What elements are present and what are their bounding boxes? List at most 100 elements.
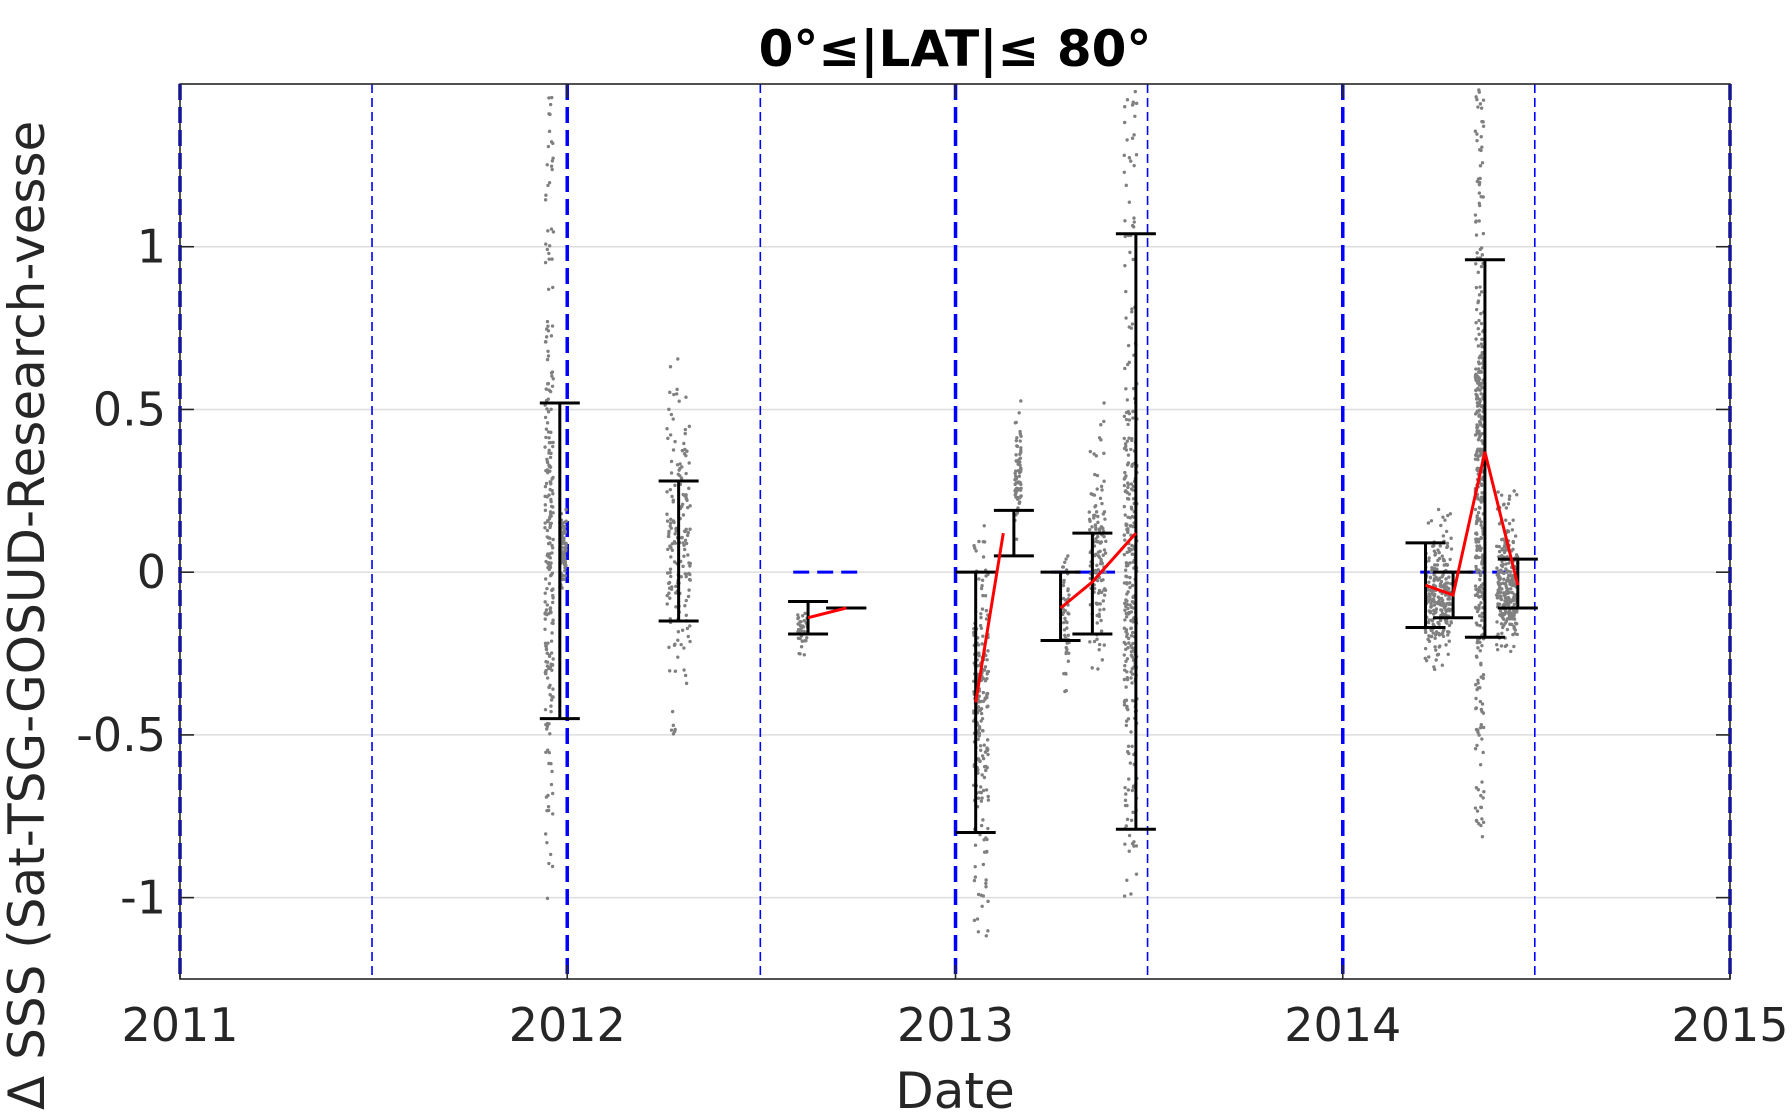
data-point xyxy=(1510,617,1515,621)
data-point xyxy=(1475,809,1480,813)
data-point xyxy=(1475,449,1479,453)
data-point xyxy=(687,486,691,491)
data-point xyxy=(1440,554,1444,558)
data-point xyxy=(1123,618,1127,622)
data-point xyxy=(1497,549,1502,554)
data-point xyxy=(551,141,555,146)
data-point xyxy=(548,556,553,560)
data-point xyxy=(1122,153,1126,158)
data-point xyxy=(1126,606,1130,611)
data-point xyxy=(1129,482,1134,486)
data-point xyxy=(1498,590,1503,595)
data-point xyxy=(1476,681,1480,685)
data-point xyxy=(1507,602,1511,607)
data-point xyxy=(978,748,983,752)
data-point xyxy=(1445,563,1450,567)
data-point xyxy=(801,625,806,629)
x-axis-label: Date xyxy=(895,1062,1015,1112)
data-point xyxy=(1498,577,1502,582)
data-point xyxy=(980,578,985,583)
data-point xyxy=(1475,609,1480,614)
data-point xyxy=(1475,97,1479,102)
data-point xyxy=(1124,824,1128,828)
data-point xyxy=(550,477,554,481)
data-point xyxy=(1449,621,1453,625)
data-point xyxy=(984,885,988,889)
data-point xyxy=(1131,630,1135,635)
data-point xyxy=(1480,562,1484,566)
data-point xyxy=(1097,642,1102,647)
data-point xyxy=(544,647,549,651)
data-point xyxy=(1479,500,1484,504)
data-point xyxy=(543,617,547,621)
data-point xyxy=(1094,454,1099,458)
data-point xyxy=(1432,573,1436,577)
data-point xyxy=(1499,582,1503,586)
data-point xyxy=(1476,299,1481,303)
data-point xyxy=(1099,618,1103,623)
data-point xyxy=(1092,516,1096,520)
data-point xyxy=(1473,605,1478,610)
median-line xyxy=(1059,532,1138,610)
data-point xyxy=(550,324,555,328)
data-point xyxy=(1122,414,1127,419)
data-point xyxy=(1127,492,1132,496)
data-point xyxy=(545,163,549,167)
y-tick-label: 0 xyxy=(137,545,166,599)
data-point xyxy=(547,244,552,248)
data-point xyxy=(549,514,553,518)
data-point xyxy=(975,917,980,921)
data-point xyxy=(1442,563,1446,567)
data-point xyxy=(1427,597,1431,602)
data-point xyxy=(1097,612,1101,616)
data-point xyxy=(682,554,686,558)
data-point xyxy=(550,791,555,796)
data-point xyxy=(1017,470,1022,475)
data-point xyxy=(545,247,550,252)
data-point xyxy=(1126,788,1131,792)
data-point xyxy=(545,528,550,533)
data-point xyxy=(1479,321,1484,326)
data-point xyxy=(666,547,670,552)
data-point xyxy=(1122,436,1126,441)
data-point xyxy=(545,840,549,845)
data-point xyxy=(1127,777,1131,781)
data-point xyxy=(1476,367,1481,371)
data-point xyxy=(1480,835,1485,839)
data-point xyxy=(1473,507,1478,512)
data-point xyxy=(543,415,548,420)
data-point xyxy=(1474,554,1479,558)
data-point xyxy=(1446,652,1450,656)
data-point xyxy=(1476,457,1480,462)
data-point xyxy=(548,852,553,857)
data-point xyxy=(1447,586,1451,591)
data-point xyxy=(1019,466,1023,470)
data-point xyxy=(550,668,554,672)
data-point xyxy=(1447,639,1451,643)
data-point xyxy=(1480,643,1484,648)
data-point xyxy=(548,522,552,526)
data-point xyxy=(1502,623,1506,628)
data-point xyxy=(1473,806,1478,810)
data-point xyxy=(680,465,684,469)
data-point xyxy=(979,799,984,803)
data-point xyxy=(1477,318,1481,323)
data-point xyxy=(550,621,554,625)
data-point xyxy=(984,934,988,938)
data-point xyxy=(1102,479,1106,483)
data-point xyxy=(561,537,565,541)
data-point xyxy=(799,619,803,624)
data-point xyxy=(544,387,548,391)
data-point xyxy=(1131,785,1136,789)
data-point xyxy=(1103,588,1108,592)
data-point xyxy=(1433,645,1437,649)
data-point xyxy=(1475,429,1479,433)
data-point xyxy=(1063,560,1067,565)
data-point xyxy=(669,459,674,464)
data-point xyxy=(1102,401,1106,405)
data-point xyxy=(1494,643,1499,647)
data-point xyxy=(1096,667,1100,671)
data-point xyxy=(1477,201,1481,205)
data-point xyxy=(549,504,554,509)
data-point xyxy=(550,600,555,605)
